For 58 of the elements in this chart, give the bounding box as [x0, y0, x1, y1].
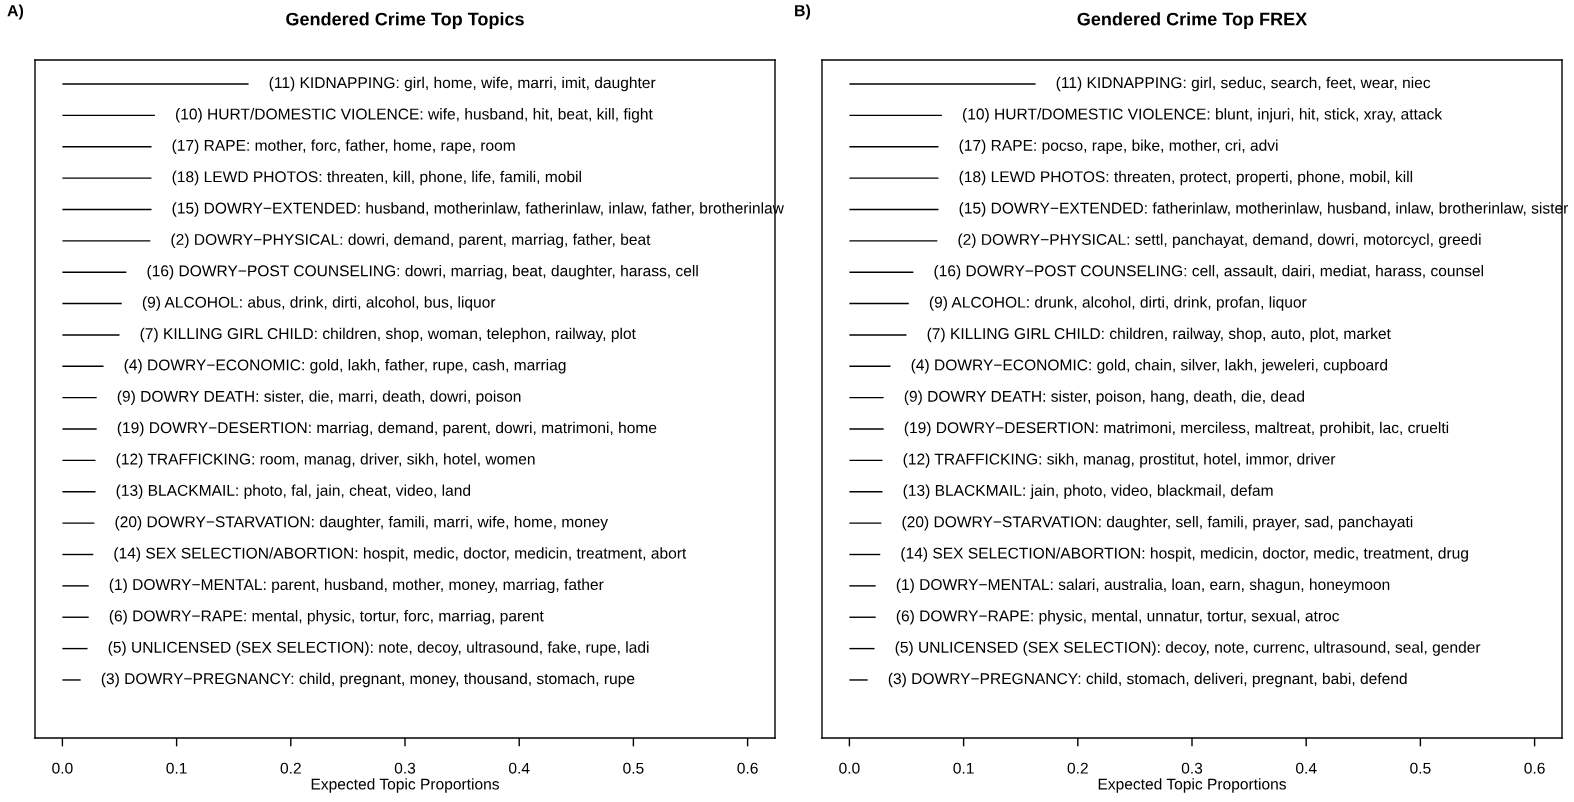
x-axis-title: Expected Topic Proportions	[311, 778, 499, 793]
y-tick-label: (2) DOWRY−PHYSICAL: dowri, demand, parent, marriag, father, beat	[171, 233, 651, 249]
x-tick-label: 0.1	[166, 762, 187, 774]
y-tick-label: (18) LEWD PHOTOS: threaten, kill, phone, life, famili, mobil	[172, 170, 581, 186]
y-tick-label: (19) DOWRY−DESERTION: marriag, demand, parent, dowri, matrimoni, home	[117, 421, 657, 437]
y-tick-label: (16) DOWRY−POST COUNSELING: cell, assault, dairi, mediat, harass, counsel	[934, 264, 1484, 280]
y-tick-label: (9) ALCOHOL: abus, drink, dirti, alcohol, bus, liquor	[142, 296, 496, 311]
x-tick-label: 0.5	[1410, 762, 1431, 774]
x-tick-label: 0.3	[394, 762, 416, 774]
y-tick-label: (5) UNLICENSED (SEX SELECTION): note, decoy, ultrasound, fake, rupe, ladi	[108, 641, 649, 656]
y-tick-label: (20) DOWRY−STARVATION: daughter, famili, marri, wife, home, money	[115, 515, 608, 531]
y-tick-label: (18) LEWD PHOTOS: threaten, protect, properti, phone, mobil, kill	[959, 170, 1413, 186]
y-tick-label: (9) DOWRY DEATH: sister, die, marri, death, dowri, poison	[117, 390, 521, 405]
x-tick-label: 0.4	[1295, 762, 1317, 774]
chart-title: Gendered Crime Top Topics	[286, 12, 524, 30]
y-tick-label: (13) BLACKMAIL: photo, fal, jain, cheat, video, land	[116, 484, 471, 500]
y-tick-label: (9) DOWRY DEATH: sister, poison, hang, death, die, dead	[904, 390, 1305, 405]
y-tick-label: (12) TRAFFICKING: sikh, manag, prostitut, hotel, immor, driver	[903, 453, 1336, 468]
y-tick-label: (7) KILLING GIRL CHILD: children, railway, shop, auto, plot, market	[927, 327, 1391, 343]
y-tick-label: (1) DOWRY−MENTAL: parent, husband, mother, money, marriag, father	[109, 578, 604, 594]
y-tick-label: (5) UNLICENSED (SEX SELECTION): decoy, note, currenc, ultrasound, seal, gender	[895, 641, 1481, 656]
y-tick-label: (3) DOWRY−PREGNANCY: child, pregnant, money, thousand, stomach, rupe	[101, 672, 635, 688]
y-tick-label: (9) ALCOHOL: drunk, alcohol, dirti, drink, profan, liquor	[929, 296, 1307, 311]
x-tick-label: 0.1	[953, 762, 974, 774]
x-tick-label: 0.2	[1067, 762, 1088, 774]
y-tick-label: (14) SEX SELECTION/ABORTION: hospit, medicin, doctor, medic, treatment, drug	[901, 547, 1468, 562]
y-tick-label: (19) DOWRY−DESERTION: matrimoni, merciless, maltreat, prohibit, lac, cruelti	[904, 421, 1449, 437]
x-tick-label: 0.6	[1524, 762, 1545, 774]
chart-title: Gendered Crime Top FREX	[1077, 12, 1308, 30]
y-tick-label: (11) KIDNAPPING: girl, seduc, search, feet, wear, niec	[1056, 76, 1431, 92]
y-tick-label: (14) SEX SELECTION/ABORTION: hospit, medic, doctor, medicin, treatment, abort	[114, 547, 687, 562]
y-tick-label: (6) DOWRY−RAPE: physic, mental, unnatur, tortur, sexual, atroc	[896, 609, 1340, 625]
y-tick-label: (10) HURT/DOMESTIC VIOLENCE: wife, husband, hit, beat, kill, fight	[176, 108, 653, 123]
y-tick-label: (10) HURT/DOMESTIC VIOLENCE: blunt, injuri, hit, stick, xray, attack	[963, 108, 1443, 123]
y-tick-label: (1) DOWRY−MENTAL: salari, australia, loan, earn, shagun, honeymoon	[896, 578, 1390, 594]
y-tick-label: (12) TRAFFICKING: room, manag, driver, sikh, hotel, women	[116, 453, 535, 468]
y-tick-label: (17) RAPE: mother, forc, father, home, rape, room	[172, 139, 515, 154]
x-tick-label: 0.0	[839, 762, 860, 774]
y-tick-label: (17) RAPE: pocso, rape, bike, mother, cri, advi	[959, 139, 1278, 154]
y-tick-label: (13) BLACKMAIL: jain, photo, video, blackmail, defam	[903, 484, 1273, 500]
y-tick-label: (2) DOWRY−PHYSICAL: settl, panchayat, demand, dowri, motorcycl, greedi	[958, 233, 1481, 249]
x-tick-label: 0.3	[1181, 762, 1203, 774]
y-tick-label: (7) KILLING GIRL CHILD: children, shop, woman, telephon, railway, plot	[140, 327, 636, 343]
y-tick-label: (4) DOWRY−ECONOMIC: gold, chain, silver, lakh, jeweleri, cupboard	[911, 359, 1388, 374]
x-tick-label: 0.6	[737, 762, 758, 774]
y-tick-label: (6) DOWRY−RAPE: mental, physic, tortur, forc, marriag, parent	[109, 609, 544, 625]
x-tick-label: 0.2	[280, 762, 301, 774]
x-tick-label: 0.0	[52, 762, 73, 774]
y-tick-label: (16) DOWRY−POST COUNSELING: dowri, marriag, beat, daughter, harass, cell	[147, 264, 698, 280]
y-tick-label: (20) DOWRY−STARVATION: daughter, sell, famili, prayer, sad, panchayati	[902, 515, 1413, 531]
x-tick-label: 0.4	[508, 762, 530, 774]
x-tick-label: 0.5	[623, 762, 644, 774]
y-tick-label: (11) KIDNAPPING: girl, home, wife, marri, imit, daughter	[269, 76, 656, 92]
x-axis-title: Expected Topic Proportions	[1098, 778, 1286, 793]
y-tick-label: (4) DOWRY−ECONOMIC: gold, lakh, father, rupe, cash, marriag	[124, 359, 566, 374]
text: B)	[795, 4, 811, 20]
y-tick-label: (3) DOWRY−PREGNANCY: child, stomach, deliveri, pregnant, babi, defend	[888, 672, 1407, 688]
text: A)	[7, 4, 24, 20]
